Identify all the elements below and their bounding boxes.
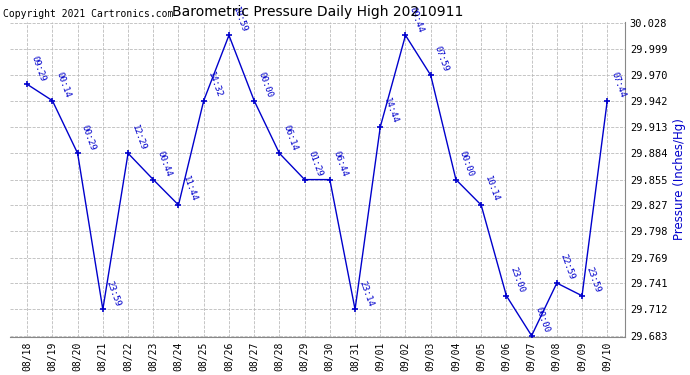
Text: 23:00: 23:00 (509, 266, 526, 294)
Text: 07:44: 07:44 (609, 70, 627, 99)
Text: 23:59: 23:59 (105, 279, 123, 308)
Text: 10:59: 10:59 (231, 5, 248, 33)
Text: 11:44: 11:44 (181, 175, 198, 203)
Text: 00:44: 00:44 (155, 150, 173, 178)
Text: 06:44: 06:44 (332, 150, 350, 178)
Text: 09:29: 09:29 (29, 54, 47, 82)
Text: Copyright 2021 Cartronics.com: Copyright 2021 Cartronics.com (3, 9, 174, 18)
Text: 00:14: 00:14 (55, 70, 72, 99)
Text: 23:59: 23:59 (584, 266, 602, 294)
Title: Barometric Pressure Daily High 20210911: Barometric Pressure Daily High 20210911 (172, 5, 463, 19)
Text: 07:59: 07:59 (433, 45, 451, 74)
Text: 12:29: 12:29 (130, 123, 148, 152)
Text: 09:44: 09:44 (408, 5, 425, 33)
Text: 23:14: 23:14 (357, 279, 375, 308)
Y-axis label: Pressure (Inches/Hg): Pressure (Inches/Hg) (673, 118, 686, 240)
Text: 14:44: 14:44 (382, 97, 400, 125)
Text: 06:14: 06:14 (282, 123, 299, 152)
Text: 00:29: 00:29 (79, 123, 97, 152)
Text: 14:32: 14:32 (206, 70, 224, 99)
Text: 22:59: 22:59 (559, 253, 576, 281)
Text: 00:00: 00:00 (256, 70, 274, 99)
Text: 00:00: 00:00 (533, 306, 551, 334)
Text: 00:00: 00:00 (458, 150, 475, 178)
Text: 10:14: 10:14 (483, 175, 501, 203)
Text: 01:29: 01:29 (306, 150, 324, 178)
